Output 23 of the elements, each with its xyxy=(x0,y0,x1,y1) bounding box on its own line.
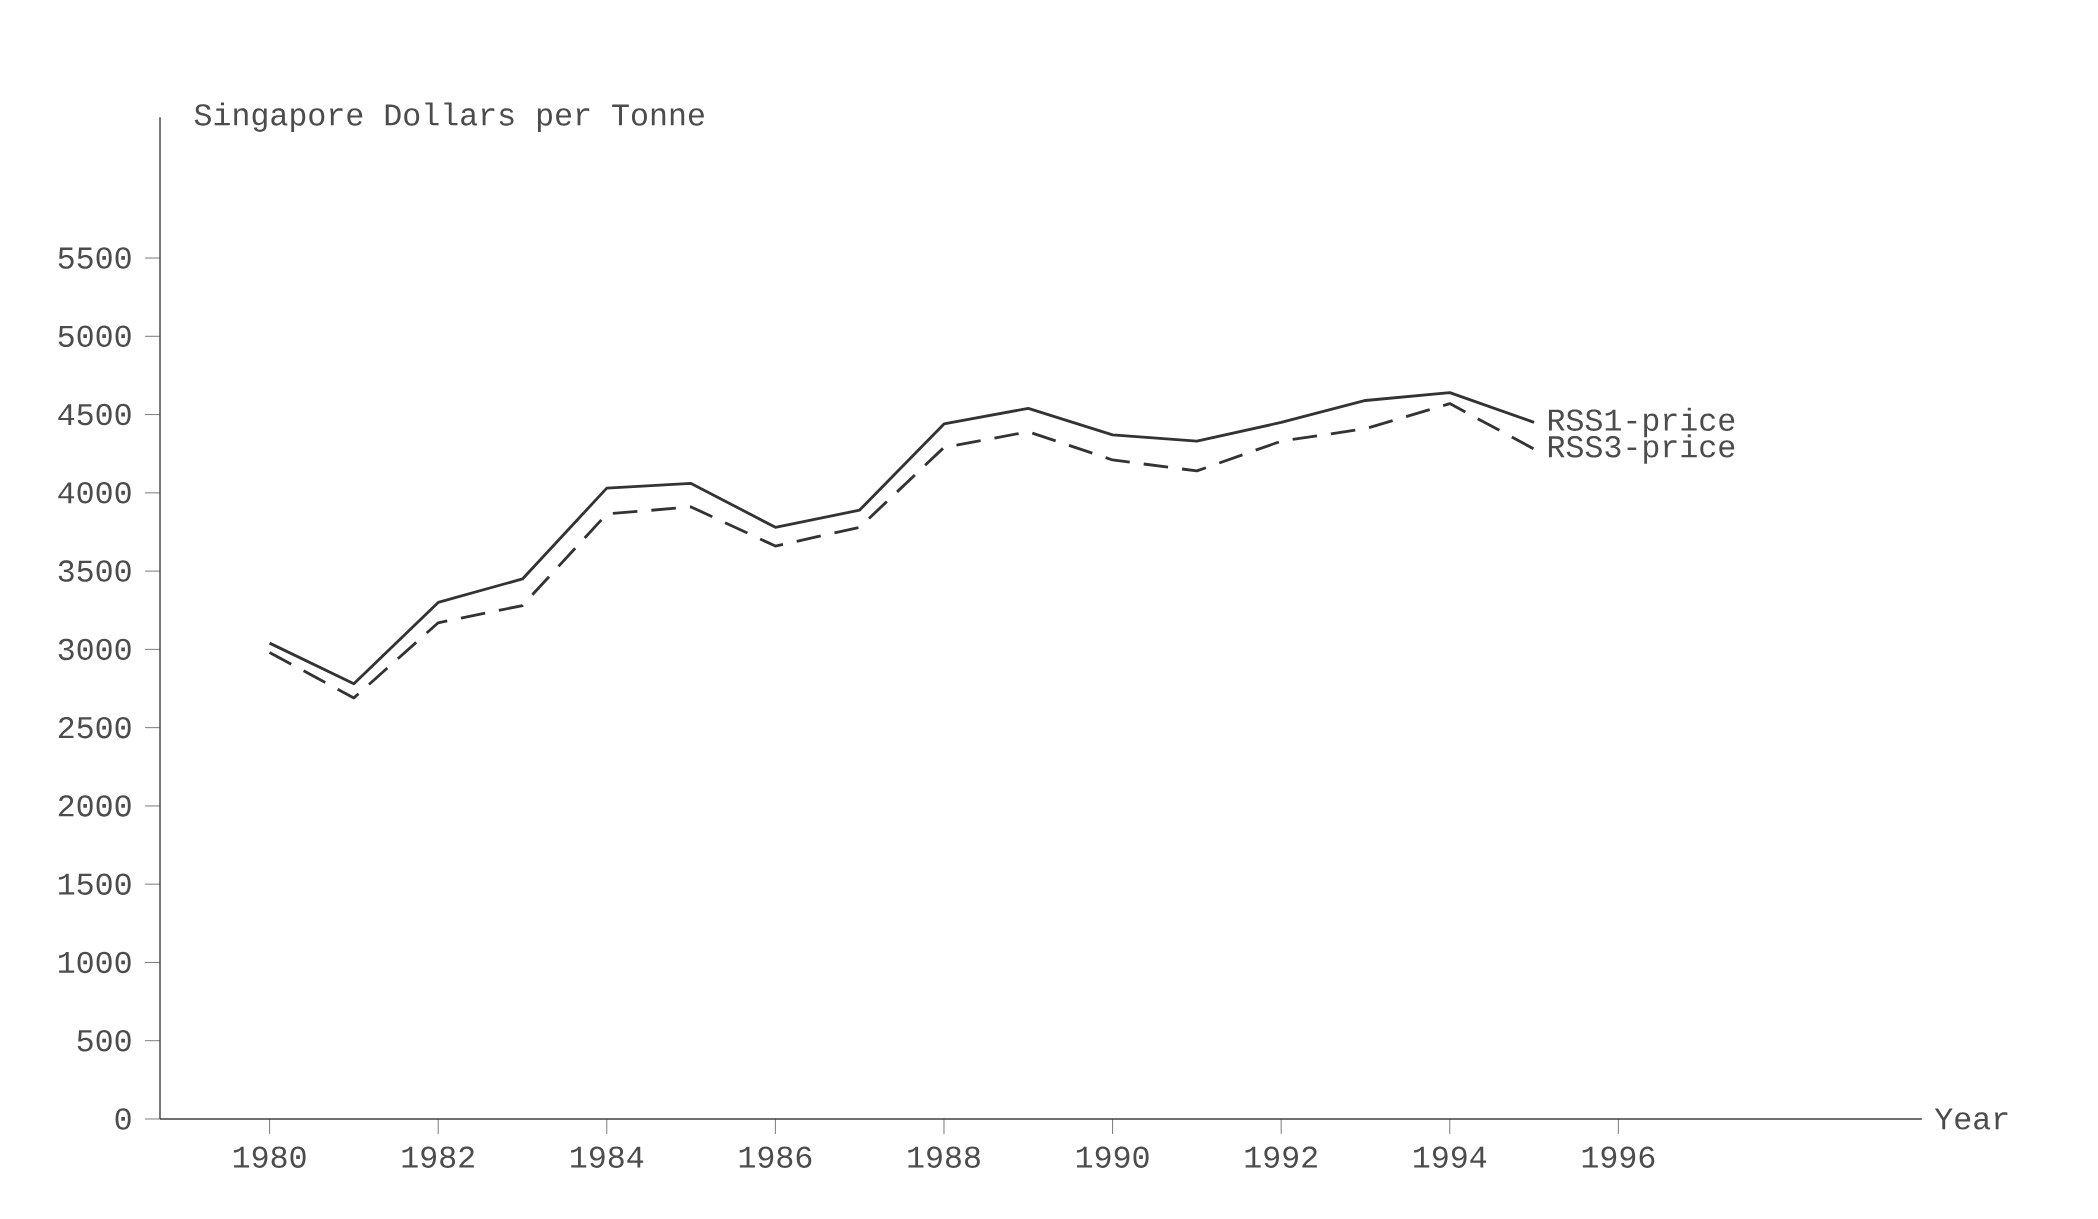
x-tick-label: 1990 xyxy=(1076,1146,1149,1168)
y-tick-label: 1500 xyxy=(58,873,131,895)
x-tick-label: 1996 xyxy=(1582,1146,1655,1168)
x-tick-label: 1982 xyxy=(402,1146,474,1168)
x-tick-label: 1986 xyxy=(739,1146,812,1168)
y-tick-label: 500 xyxy=(77,1029,131,1052)
y-tick-label: 1000 xyxy=(58,951,131,974)
y-tick-label: 3000 xyxy=(58,638,131,661)
y-tick-label: 2000 xyxy=(58,795,131,817)
y-tick-label: 2500 xyxy=(58,716,131,739)
y-tick-label: 4500 xyxy=(58,403,131,426)
y-axis-title: Singapore Dollars per Tonne xyxy=(194,102,704,132)
y-tick-label: 5500 xyxy=(58,247,131,269)
y-tick-label: 0 xyxy=(115,1108,131,1130)
x-tick-label: 1984 xyxy=(571,1146,644,1168)
x-axis-title: Year xyxy=(1934,1108,2008,1130)
x-tick-label: 1980 xyxy=(233,1146,306,1168)
y-tick-label: 3500 xyxy=(58,560,131,582)
y-tick-label: 4000 xyxy=(58,482,131,504)
x-tick-label: 1992 xyxy=(1245,1146,1317,1168)
x-tick-label: 1988 xyxy=(908,1146,980,1168)
y-tick-label: 5000 xyxy=(58,325,131,348)
x-tick-label: 1994 xyxy=(1414,1146,1487,1168)
